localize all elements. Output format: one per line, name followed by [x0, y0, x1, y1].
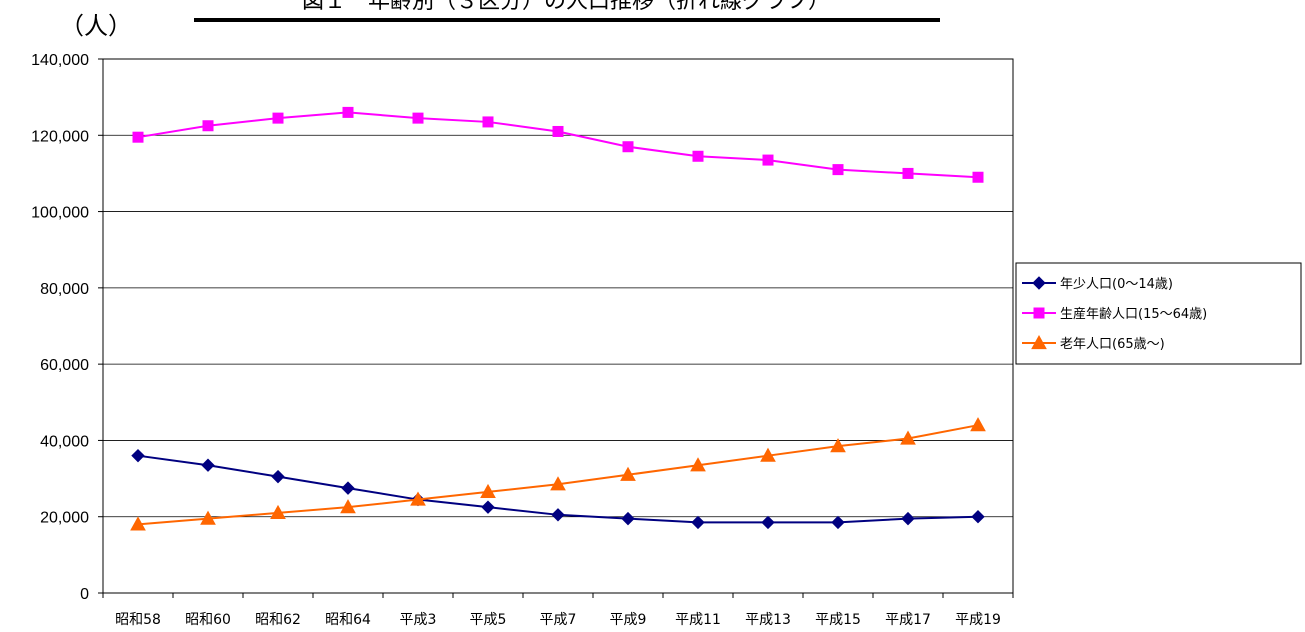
data-point-series-2 — [342, 106, 354, 118]
x-tick-label: 昭和64 — [325, 612, 371, 628]
y-tick-label: 40,000 — [40, 433, 89, 450]
x-tick-label: 平成17 — [885, 612, 931, 628]
data-point-series-1 — [831, 515, 845, 530]
x-tick-label: 昭和58 — [115, 612, 161, 628]
legend-marker-2 — [1033, 307, 1045, 319]
x-tick-label: 昭和60 — [185, 612, 231, 628]
data-point-series-1 — [901, 511, 915, 526]
legend-marker-1 — [1032, 276, 1046, 290]
data-point-series-2 — [972, 171, 984, 183]
legend-label-1: 年少人口(0～14歳) — [1060, 277, 1173, 292]
y-tick-label: 0 — [80, 586, 89, 603]
plot-area — [102, 58, 1014, 594]
data-point-series-2 — [692, 150, 704, 162]
data-point-series-2 — [202, 120, 214, 132]
data-point-series-3 — [270, 504, 286, 519]
x-tick-label: 平成15 — [815, 612, 861, 628]
y-tick-label: 100,000 — [31, 205, 89, 222]
data-point-series-3 — [760, 447, 776, 462]
y-tick-label: 120,000 — [31, 128, 89, 145]
legend-label-3: 老年人口(65歳～) — [1060, 337, 1165, 352]
data-point-series-3 — [690, 457, 706, 472]
data-point-series-3 — [340, 499, 356, 514]
x-tick-label: 平成13 — [745, 612, 791, 628]
data-point-series-2 — [832, 164, 844, 176]
data-point-series-1 — [341, 481, 355, 495]
data-point-series-2 — [482, 116, 494, 128]
legend-box — [1015, 262, 1302, 365]
data-point-series-1 — [621, 511, 635, 526]
data-point-series-2 — [132, 131, 144, 143]
data-point-series-3 — [900, 430, 916, 445]
data-point-series-1 — [761, 515, 775, 530]
data-point-series-2 — [272, 112, 284, 124]
data-point-series-1 — [551, 508, 565, 522]
data-point-series-3 — [550, 476, 566, 491]
x-tick-label: 平成19 — [955, 612, 1001, 628]
legend: 年少人口(0～14歳) 生産年齢人口(15～64歳) 老年人口(65歳～) — [1015, 262, 1302, 365]
data-point-series-3 — [200, 510, 216, 525]
y-tick-label: 80,000 — [40, 281, 89, 298]
data-point-series-3 — [480, 483, 496, 499]
x-tick-label: 昭和62 — [255, 612, 301, 628]
data-point-series-1 — [691, 515, 705, 530]
data-point-series-3 — [130, 516, 146, 531]
x-tick-label: 平成9 — [610, 612, 647, 628]
x-tick-label: 平成3 — [400, 612, 437, 628]
data-point-series-2 — [552, 125, 564, 137]
data-point-series-1 — [131, 448, 145, 463]
y-tick-label: 140,000 — [31, 52, 89, 69]
data-point-series-3 — [410, 491, 426, 506]
data-point-series-3 — [830, 438, 846, 453]
data-point-series-3 — [970, 417, 986, 432]
data-point-series-3 — [620, 466, 636, 481]
data-point-series-2 — [622, 141, 634, 153]
series-line-2 — [137, 111, 979, 179]
data-point-series-1 — [971, 510, 985, 524]
data-point-series-2 — [902, 167, 914, 179]
x-tick-label: 平成11 — [675, 612, 721, 628]
data-point-series-1 — [201, 458, 215, 472]
y-axis-unit-label: （人） — [60, 12, 132, 40]
legend-label-2: 生産年齢人口(15～64歳) — [1060, 306, 1207, 322]
x-tick-label: 平成7 — [540, 612, 577, 628]
data-point-series-2 — [412, 112, 424, 124]
data-point-series-1 — [481, 500, 495, 514]
x-tick-label: 平成5 — [470, 612, 507, 628]
data-point-series-1 — [271, 469, 285, 484]
y-tick-label: 20,000 — [40, 510, 89, 527]
chart-title: 図１ 年齢別（３区分）の人口推移（折れ線グラフ） — [302, 0, 830, 14]
data-point-series-2 — [762, 154, 774, 166]
y-tick-label: 60,000 — [40, 357, 89, 374]
legend-marker-3 — [1031, 334, 1047, 350]
